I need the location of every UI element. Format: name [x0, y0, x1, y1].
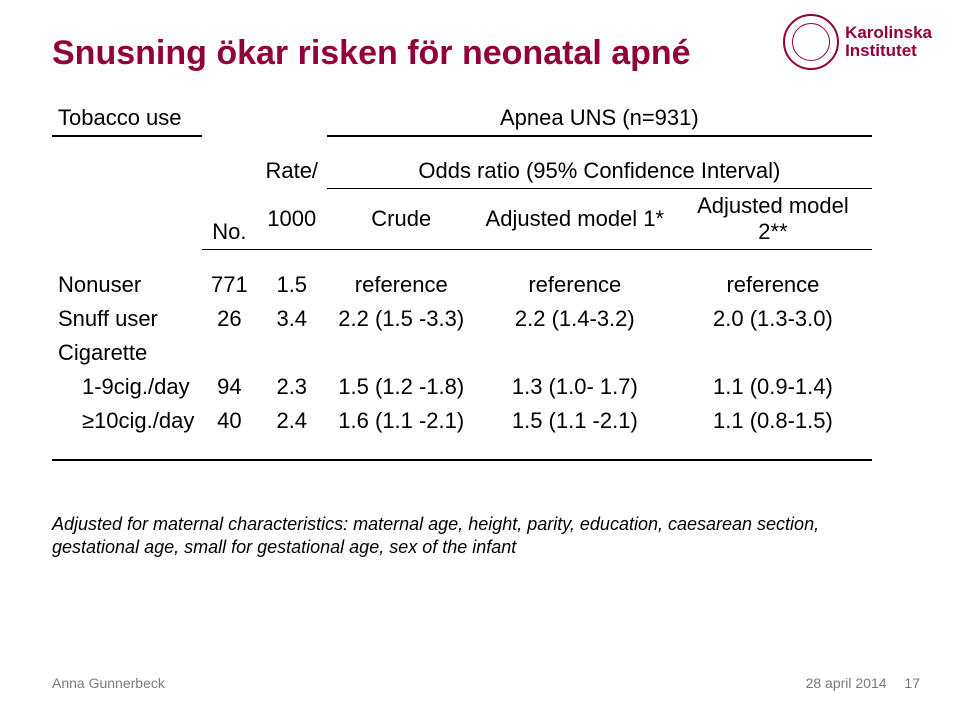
table-row: 1-9cig./day942.31.5 (1.2 -1.8)1.3 (1.0- … [52, 370, 872, 404]
table-row: Snuff user263.42.2 (1.5 -3.3)2.2 (1.4-3.… [52, 302, 872, 336]
cell-adj2: reference [674, 268, 872, 302]
logo-text: Karolinska Institutet [845, 24, 932, 60]
cell-adj2 [674, 336, 872, 370]
cell-rate: 3.4 [257, 302, 327, 336]
cell-rate: 2.3 [257, 370, 327, 404]
table-row: Cigarette [52, 336, 872, 370]
col-rate-l1: Rate/ [257, 154, 327, 189]
col-odds: Odds ratio (95% Confidence Interval) [327, 154, 872, 189]
logo-line2: Institutet [845, 41, 917, 60]
row-label: Nonuser [52, 268, 202, 302]
row-label: Snuff user [52, 302, 202, 336]
page-title: Snusning ökar risken för neonatal apné [52, 34, 908, 73]
row-label: 1-9cig./day [52, 370, 202, 404]
cell-adj2: 1.1 (0.8-1.5) [674, 404, 872, 438]
cell-adj1: reference [476, 268, 674, 302]
cell-crude [327, 336, 476, 370]
col-adj1: Adjusted model 1* [476, 189, 674, 250]
footer-author: Anna Gunnerbeck [52, 675, 165, 691]
cell-no: 771 [202, 268, 257, 302]
brand-logo: Karolinska Institutet [783, 14, 932, 70]
cell-adj2: 2.0 (1.3-3.0) [674, 302, 872, 336]
cell-crude: 1.5 (1.2 -1.8) [327, 370, 476, 404]
slide-footer: Anna Gunnerbeck 28 april 2014 17 [52, 675, 920, 691]
cell-crude: reference [327, 268, 476, 302]
cell-no: 40 [202, 404, 257, 438]
cell-crude: 1.6 (1.1 -2.1) [327, 404, 476, 438]
table-row: Nonuser7711.5referencereferencereference [52, 268, 872, 302]
cell-crude: 2.2 (1.5 -3.3) [327, 302, 476, 336]
row-label: ≥10cig./day [52, 404, 202, 438]
col-no: No. [202, 154, 257, 250]
cell-no [202, 336, 257, 370]
cell-rate: 1.5 [257, 268, 327, 302]
col-tobacco: Tobacco use [52, 101, 202, 136]
logo-line1: Karolinska [845, 23, 932, 42]
cell-adj1: 1.5 (1.1 -2.1) [476, 404, 674, 438]
cell-rate [257, 336, 327, 370]
col-rate-l2: 1000 [257, 189, 327, 250]
cell-adj1 [476, 336, 674, 370]
cell-no: 26 [202, 302, 257, 336]
logo-seal-icon [783, 14, 839, 70]
cell-adj1: 2.2 (1.4-3.2) [476, 302, 674, 336]
cell-no: 94 [202, 370, 257, 404]
cell-adj1: 1.3 (1.0- 1.7) [476, 370, 674, 404]
col-apnea: Apnea UNS (n=931) [327, 101, 872, 136]
table-row: ≥10cig./day402.41.6 (1.1 -2.1)1.5 (1.1 -… [52, 404, 872, 438]
footer-date: 28 april 2014 [806, 675, 887, 691]
table-footnote: Adjusted for maternal characteristics: m… [52, 513, 862, 559]
footer-page: 17 [904, 675, 920, 691]
row-label: Cigarette [52, 336, 202, 370]
col-crude: Crude [327, 189, 476, 250]
cell-rate: 2.4 [257, 404, 327, 438]
cell-adj2: 1.1 (0.9-1.4) [674, 370, 872, 404]
results-table: Tobacco use Apnea UNS (n=931) No. Rate/ … [52, 101, 872, 461]
col-adj2: Adjusted model 2** [674, 189, 872, 250]
